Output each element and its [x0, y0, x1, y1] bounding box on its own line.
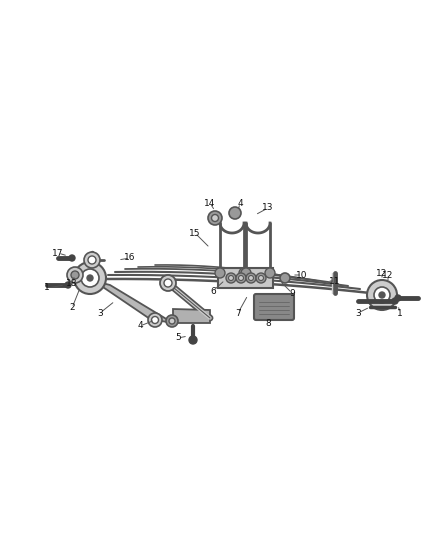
Circle shape [395, 295, 401, 301]
Text: 4: 4 [237, 198, 243, 207]
Text: 9: 9 [289, 288, 295, 297]
Circle shape [229, 276, 233, 280]
Text: 11: 11 [329, 277, 341, 286]
Circle shape [248, 276, 254, 280]
Circle shape [189, 336, 197, 344]
Circle shape [84, 252, 100, 268]
Text: 8: 8 [265, 319, 271, 327]
Circle shape [265, 268, 275, 278]
Circle shape [87, 275, 93, 281]
Text: 17: 17 [52, 248, 64, 257]
Text: 4: 4 [137, 321, 143, 330]
Text: 13: 13 [262, 204, 274, 213]
Text: 1: 1 [44, 284, 50, 293]
Circle shape [152, 317, 159, 324]
Circle shape [160, 275, 176, 291]
Circle shape [379, 292, 385, 298]
Text: 18: 18 [66, 279, 78, 287]
Text: 7: 7 [235, 309, 241, 318]
Circle shape [208, 211, 222, 225]
Circle shape [236, 273, 246, 283]
Polygon shape [94, 281, 173, 323]
Text: 1: 1 [397, 309, 403, 318]
Text: 3: 3 [97, 309, 103, 318]
Circle shape [239, 268, 249, 278]
Text: 12: 12 [382, 271, 394, 279]
Text: 5: 5 [175, 334, 181, 343]
Circle shape [226, 273, 236, 283]
Circle shape [392, 298, 398, 304]
Circle shape [374, 287, 390, 303]
Text: 6: 6 [210, 287, 216, 295]
Text: 14: 14 [204, 198, 215, 207]
Polygon shape [173, 309, 210, 323]
Circle shape [280, 273, 290, 283]
Circle shape [239, 276, 244, 280]
Circle shape [164, 279, 172, 287]
Circle shape [258, 276, 264, 280]
Text: 12: 12 [376, 269, 388, 278]
Circle shape [166, 315, 178, 327]
Text: 16: 16 [124, 254, 136, 262]
FancyBboxPatch shape [254, 294, 294, 320]
Circle shape [74, 262, 106, 294]
Circle shape [69, 255, 75, 261]
Text: 2: 2 [69, 303, 75, 312]
Circle shape [71, 271, 79, 279]
Circle shape [246, 273, 256, 283]
Text: 3: 3 [355, 309, 361, 318]
FancyBboxPatch shape [218, 268, 273, 288]
Circle shape [67, 267, 83, 283]
Circle shape [88, 256, 96, 264]
Circle shape [256, 273, 266, 283]
Text: 15: 15 [189, 229, 201, 238]
Circle shape [81, 269, 99, 287]
Circle shape [229, 207, 241, 219]
Circle shape [241, 268, 251, 278]
Circle shape [169, 318, 175, 324]
Text: 10: 10 [296, 271, 308, 279]
Circle shape [148, 313, 162, 327]
Circle shape [215, 268, 225, 278]
Circle shape [212, 214, 219, 222]
Circle shape [65, 282, 71, 288]
Circle shape [367, 280, 397, 310]
